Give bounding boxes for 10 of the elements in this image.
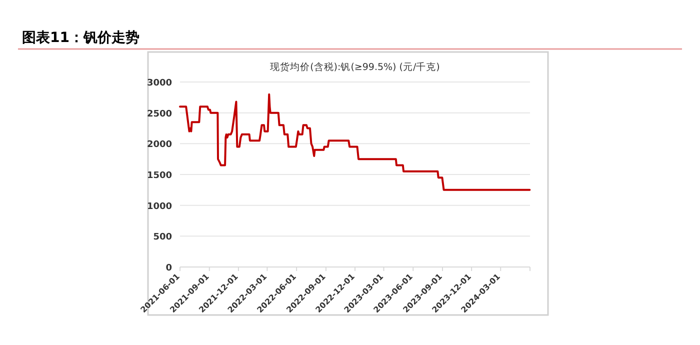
y-tick-label: 2500 — [146, 109, 172, 120]
chart-title: 图表11：钒价走势 — [22, 30, 140, 46]
y-tick-label: 3000 — [146, 78, 172, 88]
y-tick-label: 2000 — [146, 140, 172, 150]
y-tick-label: 500 — [153, 232, 172, 243]
y-tick-label: 1500 — [146, 171, 172, 181]
line-series — [179, 93, 531, 191]
y-tick-label: 1000 — [146, 202, 172, 212]
chart-subtitle: 现货均价(含税):钒(≥99.5%) (元/千克) — [270, 61, 440, 73]
y-tick-label: 0 — [166, 264, 172, 274]
